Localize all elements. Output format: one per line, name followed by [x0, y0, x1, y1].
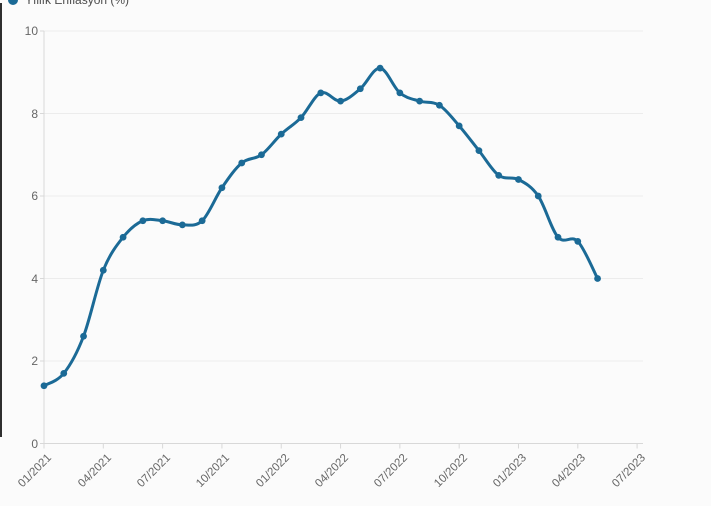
data-point[interactable] — [99, 266, 107, 274]
data-point[interactable] — [119, 233, 127, 241]
data-point[interactable] — [40, 382, 48, 390]
data-point[interactable] — [218, 184, 226, 192]
data-point[interactable] — [258, 151, 265, 159]
series-line[interactable] — [42, 66, 600, 388]
data-point[interactable] — [277, 130, 285, 138]
legend-marker-icon — [8, 0, 18, 5]
data-point[interactable] — [534, 192, 542, 200]
data-point[interactable] — [297, 114, 305, 122]
data-point[interactable] — [178, 221, 186, 229]
data-point[interactable] — [159, 217, 167, 225]
data-point[interactable] — [80, 332, 87, 340]
data-point[interactable] — [455, 122, 463, 130]
y-axis-label: 2 — [31, 354, 38, 368]
data-point[interactable] — [475, 147, 483, 155]
y-axis-label: 10 — [24, 24, 38, 38]
data-point[interactable] — [515, 176, 522, 183]
y-axis-label: 4 — [31, 271, 38, 286]
legend-label: Yıllık Enflasyon (%) — [25, 0, 130, 7]
data-point[interactable] — [495, 171, 503, 179]
y-axis-label: 0 — [31, 436, 38, 451]
data-point[interactable] — [376, 64, 384, 72]
data-point[interactable] — [238, 159, 246, 167]
data-point[interactable] — [337, 97, 344, 105]
data-point[interactable] — [416, 97, 424, 105]
data-point[interactable] — [60, 369, 68, 377]
data-point[interactable] — [139, 217, 147, 225]
chart-legend[interactable]: Yıllık Enflasyon (%) — [8, 0, 129, 7]
data-point[interactable] — [436, 101, 443, 109]
data-point[interactable] — [594, 275, 601, 282]
window-edge — [0, 3, 2, 437]
data-point[interactable] — [396, 89, 404, 97]
y-axis-label: 8 — [31, 106, 38, 121]
data-point[interactable] — [198, 217, 206, 225]
data-point[interactable] — [356, 85, 364, 93]
y-axis-label: 6 — [31, 189, 38, 203]
data-point[interactable] — [554, 233, 562, 241]
data-point[interactable] — [574, 237, 582, 245]
data-point[interactable] — [317, 89, 325, 97]
